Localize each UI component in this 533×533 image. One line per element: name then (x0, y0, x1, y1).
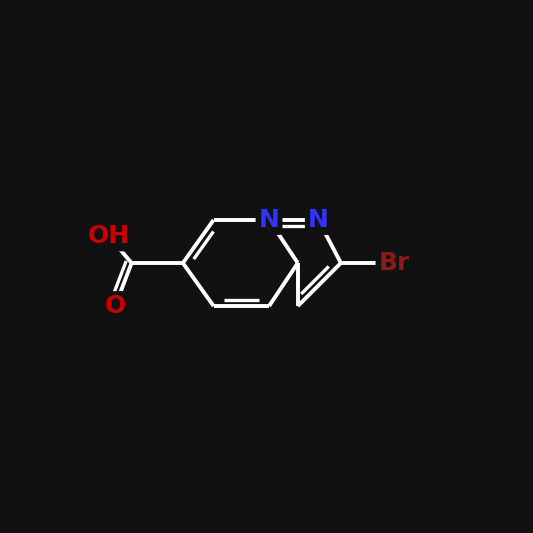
Text: N: N (259, 208, 279, 232)
Text: Br: Br (378, 251, 410, 275)
Text: N: N (308, 208, 329, 232)
Text: OH: OH (88, 224, 130, 248)
Text: O: O (104, 294, 126, 318)
